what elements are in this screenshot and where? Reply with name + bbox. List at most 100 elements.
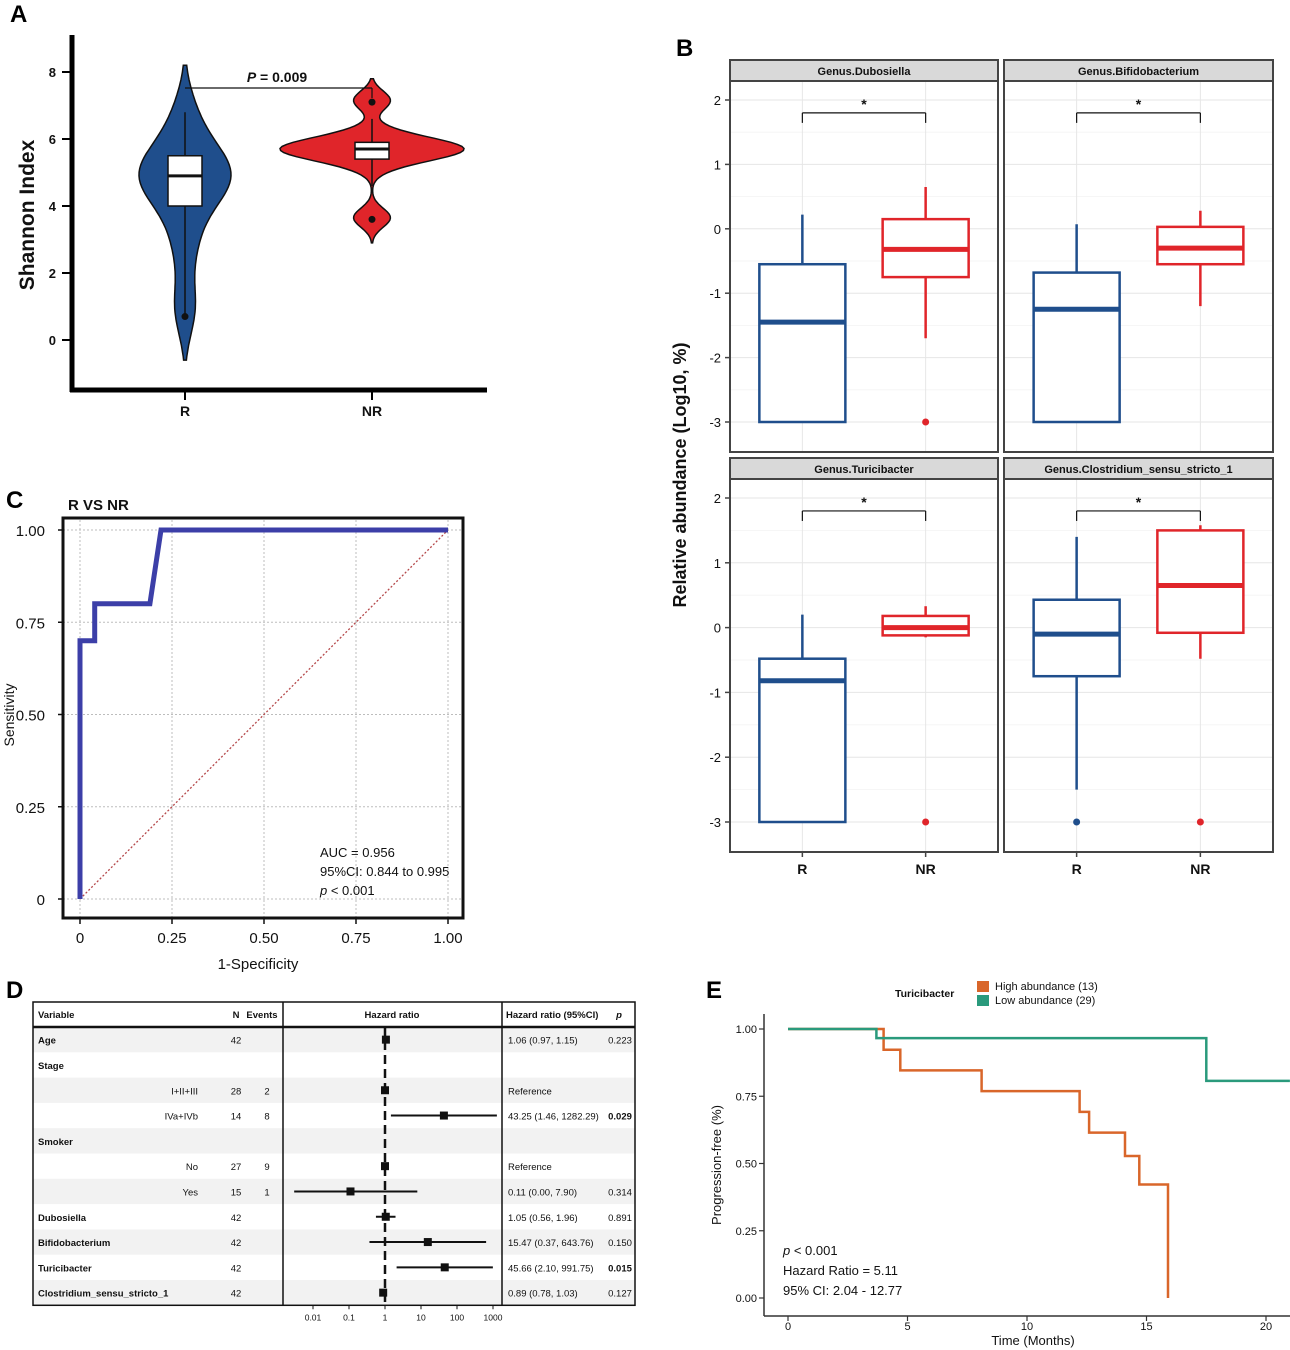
y-tick-label: 2 (714, 93, 721, 108)
outlier-point (922, 818, 930, 826)
hazard-ratio-point (379, 1288, 388, 1297)
row-events: 2 (264, 1086, 269, 1097)
x-tick-label: NR (1190, 861, 1210, 877)
x-tick-label: 10 (416, 1312, 426, 1322)
y-tick-label: 1 (714, 556, 721, 571)
row-variable: Clostridium_sensu_stricto_1 (38, 1289, 169, 1300)
y-tick-label: 0 (37, 892, 45, 909)
y-tick-label: -3 (709, 415, 721, 430)
significance-star: * (1136, 494, 1142, 510)
y-tick-label: -1 (709, 685, 721, 700)
facet-title: Genus.Dubosiella (818, 66, 912, 78)
x-tick-label: 0.25 (157, 930, 186, 947)
significance-star: * (861, 494, 867, 510)
y-tick-label: -2 (709, 351, 721, 366)
row-events: 8 (264, 1112, 269, 1123)
legend-swatch (977, 995, 989, 1006)
p-value-label: P = 0.009 (247, 69, 308, 85)
row-n: 14 (231, 1112, 242, 1123)
y-tick-label: 0.75 (736, 1091, 757, 1103)
row-n: 42 (231, 1213, 242, 1224)
x-tick-label: 15 (1140, 1321, 1152, 1333)
row-hr-ci: 1.06 (0.97, 1.15) (508, 1036, 578, 1047)
stat-p: p < 0.001 (782, 1243, 838, 1258)
box-body (1156, 225, 1245, 266)
hazard-ratio-point (423, 1238, 432, 1247)
box-body (1032, 271, 1121, 424)
outlier-point (181, 313, 189, 321)
y-tick-label: 2 (49, 266, 56, 281)
outlier-point (368, 98, 376, 106)
panel-e-km-curve: 0.00 0.25 0.50 0.75 1.00 0 5 10 15 20 Time (Months… (709, 981, 1290, 1348)
x-tick-label: 0 (76, 930, 84, 947)
row-p: 0.015 (608, 1263, 632, 1274)
y-tick-label: -2 (709, 750, 721, 765)
panel-label-d: D (6, 977, 23, 1004)
hazard-ratio-point (381, 1212, 390, 1221)
x-axis-title: 1-Specificity (218, 956, 299, 973)
significance-star: * (1136, 96, 1142, 112)
stat-p: p < 0.001 (319, 883, 375, 898)
facet-strip (729, 59, 999, 82)
y-tick-label: 0.75 (16, 615, 45, 632)
row-hr-ci: 45.66 (2.10, 991.75) (508, 1263, 594, 1274)
facet-title: Genus.Turicibacter (814, 464, 914, 476)
panel-label-a: A (10, 1, 27, 28)
y-tick-label: 0 (714, 222, 721, 237)
x-tick-label: 100 (450, 1312, 464, 1322)
row-n: 27 (231, 1162, 242, 1173)
x-tick-label: NR (362, 403, 382, 419)
row-p: 0.127 (608, 1289, 632, 1300)
survival-curve-green (788, 1027, 1290, 1083)
row-variable: Dubosiella (38, 1213, 87, 1224)
x-tick-label: 5 (904, 1321, 910, 1333)
box-body (354, 141, 390, 160)
outlier-point (922, 418, 930, 426)
y-tick-label: 6 (49, 132, 56, 147)
outlier-point (1073, 818, 1081, 826)
y-tick-label: 0.50 (16, 708, 45, 725)
legend-label: High abundance (13) (995, 981, 1098, 993)
x-tick-label: R (1072, 861, 1082, 877)
row-variable: Turicibacter (38, 1263, 92, 1274)
x-tick-label: 0.50 (249, 930, 278, 947)
hazard-ratio-point (346, 1187, 355, 1196)
x-tick-label: 0.01 (305, 1312, 322, 1322)
row-n: 42 (231, 1263, 242, 1274)
row-shade (33, 1077, 635, 1103)
panel-a-violin-chart: 0 2 4 6 8 R NR Shannon Index P = 0.009 (16, 35, 487, 419)
row-shade (33, 1229, 635, 1255)
row-variable: Smoker (38, 1137, 73, 1148)
box-body (758, 262, 847, 424)
legend-title: Turicibacter (895, 988, 954, 1000)
panel-label-b: B (676, 35, 693, 62)
row-p: 0.150 (608, 1238, 632, 1249)
reference-diagonal (79, 529, 449, 900)
row-shade (33, 1128, 635, 1154)
y-axis-title: Progression-free (%) (709, 1105, 724, 1225)
row-shade (33, 1027, 635, 1053)
y-tick-label: -1 (709, 286, 721, 301)
x-tick-label: 0.1 (343, 1312, 355, 1322)
plot-frame (61, 516, 465, 920)
panel-d-forest-plot: Variable N Events Hazard ratio Hazard ratio … (32, 1001, 636, 1322)
facet-strip (1003, 457, 1274, 480)
y-tick-label: -3 (709, 815, 721, 830)
row-n: 28 (231, 1086, 242, 1097)
x-tick-label: NR (916, 861, 936, 877)
row-shade (33, 1280, 635, 1306)
y-tick-label: 1.00 (16, 523, 45, 540)
row-p: 0.223 (608, 1036, 632, 1047)
hazard-ratio-point (381, 1035, 390, 1044)
header-p: p (615, 1010, 622, 1021)
x-tick-label: R (797, 861, 807, 877)
y-tick-label: 0 (49, 333, 56, 348)
header-variable: Variable (38, 1010, 74, 1021)
row-variable: No (186, 1162, 198, 1173)
row-n: 42 (231, 1289, 242, 1300)
row-hr-ci: 0.11 (0.00, 7.90) (508, 1187, 577, 1198)
y-tick-label: 0.00 (736, 1293, 757, 1305)
y-axis-title: Shannon Index (16, 139, 39, 290)
y-tick-label: 1 (714, 157, 721, 172)
hazard-ratio-point (439, 1111, 448, 1120)
